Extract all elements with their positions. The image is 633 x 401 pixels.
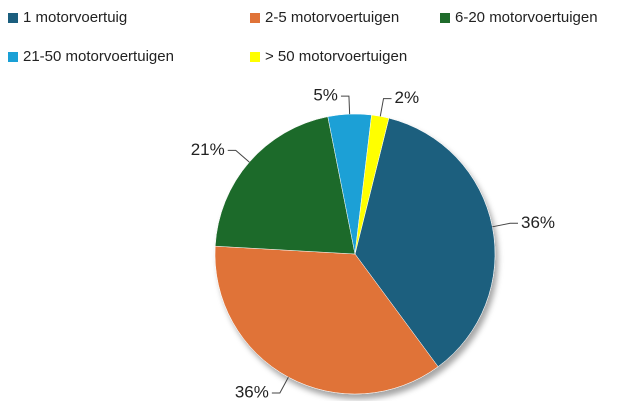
legend-label: > 50 motorvoertuigen xyxy=(265,48,407,65)
legend-label: 2-5 motorvoertuigen xyxy=(265,9,399,26)
data-label: 36% xyxy=(235,382,269,401)
data-label: 21% xyxy=(191,140,225,159)
legend-swatch xyxy=(8,13,18,23)
legend-label: 6-20 motorvoertuigen xyxy=(455,9,598,26)
legend-label: 1 motorvoertuig xyxy=(23,9,127,26)
leader-line xyxy=(271,376,289,394)
data-label: 36% xyxy=(521,213,555,232)
pie-slice xyxy=(214,116,356,255)
legend-label: 21-50 motorvoertuigen xyxy=(23,48,174,65)
pie-slice xyxy=(214,245,439,395)
legend-swatch xyxy=(8,52,18,62)
pie xyxy=(214,113,496,395)
leader-line xyxy=(227,149,250,163)
leader-line xyxy=(340,95,351,115)
legend-swatch xyxy=(250,52,260,62)
leader-line xyxy=(492,222,518,228)
leader-line xyxy=(379,98,392,117)
legend-swatch xyxy=(440,13,450,23)
data-label: 5% xyxy=(313,86,338,105)
data-label: 2% xyxy=(395,88,420,107)
pie-slice xyxy=(354,117,496,368)
legend-swatch xyxy=(250,13,260,23)
pie-slice xyxy=(354,114,390,255)
